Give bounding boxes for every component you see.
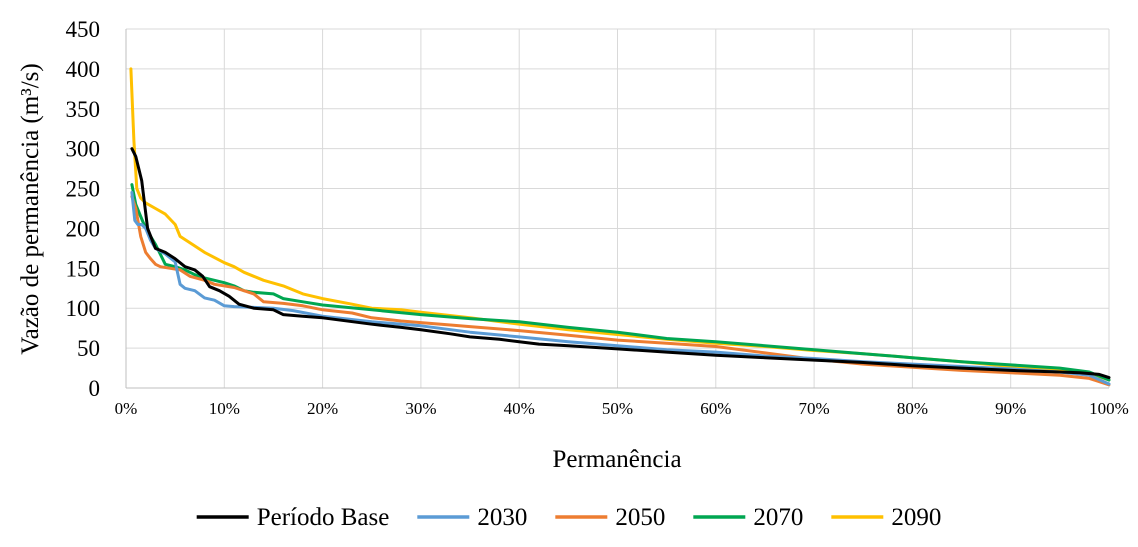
x-tick-label: 40% bbox=[504, 399, 535, 418]
x-tick-label: 80% bbox=[897, 399, 928, 418]
y-tick-label: 50 bbox=[77, 336, 100, 361]
legend-label-2090: 2090 bbox=[891, 504, 941, 531]
x-tick-label: 10% bbox=[209, 399, 240, 418]
y-tick-label: 200 bbox=[66, 216, 101, 241]
y-tick-label: 450 bbox=[66, 17, 101, 42]
legend-label-per-odo-base: Período Base bbox=[257, 504, 390, 531]
y-axis-title: Vazão de permanência (m³/s) bbox=[17, 63, 44, 354]
y-tick-label: 100 bbox=[66, 296, 101, 321]
gridlines bbox=[126, 28, 1110, 388]
x-tick-label: 20% bbox=[307, 399, 338, 418]
series-lines bbox=[129, 67, 1111, 387]
x-tick-label: 100% bbox=[1089, 399, 1129, 418]
x-tick-label: 0% bbox=[115, 399, 138, 418]
x-tick-labels: 0% 10% 20% 30% 40% 50% 60% 70% 80% 90% 100% bbox=[115, 399, 1129, 418]
y-tick-label: 0 bbox=[89, 376, 101, 401]
x-tick-label: 60% bbox=[700, 399, 731, 418]
y-tick-label: 350 bbox=[66, 97, 101, 122]
x-tick-label: 30% bbox=[405, 399, 436, 418]
x-tick-label: 50% bbox=[602, 399, 633, 418]
x-axis-title: Permanência bbox=[552, 446, 681, 473]
legend: Período Base 2030 2050 2070 2090 bbox=[196, 504, 941, 531]
y-tick-label: 250 bbox=[66, 177, 101, 202]
x-tick-label: 70% bbox=[799, 399, 830, 418]
y-tick-label: 400 bbox=[66, 57, 101, 82]
x-tick-label: 90% bbox=[995, 399, 1026, 418]
y-tick-labels: 0 50 100 150 200 250 300 350 400 450 bbox=[66, 17, 101, 401]
series-line-per-odo-base bbox=[130, 147, 1111, 380]
y-tick-label: 300 bbox=[66, 137, 101, 162]
series-line-2070 bbox=[130, 183, 1111, 382]
legend-label-2030: 2030 bbox=[477, 504, 527, 531]
legend-label-2070: 2070 bbox=[753, 504, 803, 531]
axes bbox=[125, 29, 1109, 389]
y-tick-label: 150 bbox=[66, 256, 101, 281]
legend-label-2050: 2050 bbox=[615, 504, 665, 531]
